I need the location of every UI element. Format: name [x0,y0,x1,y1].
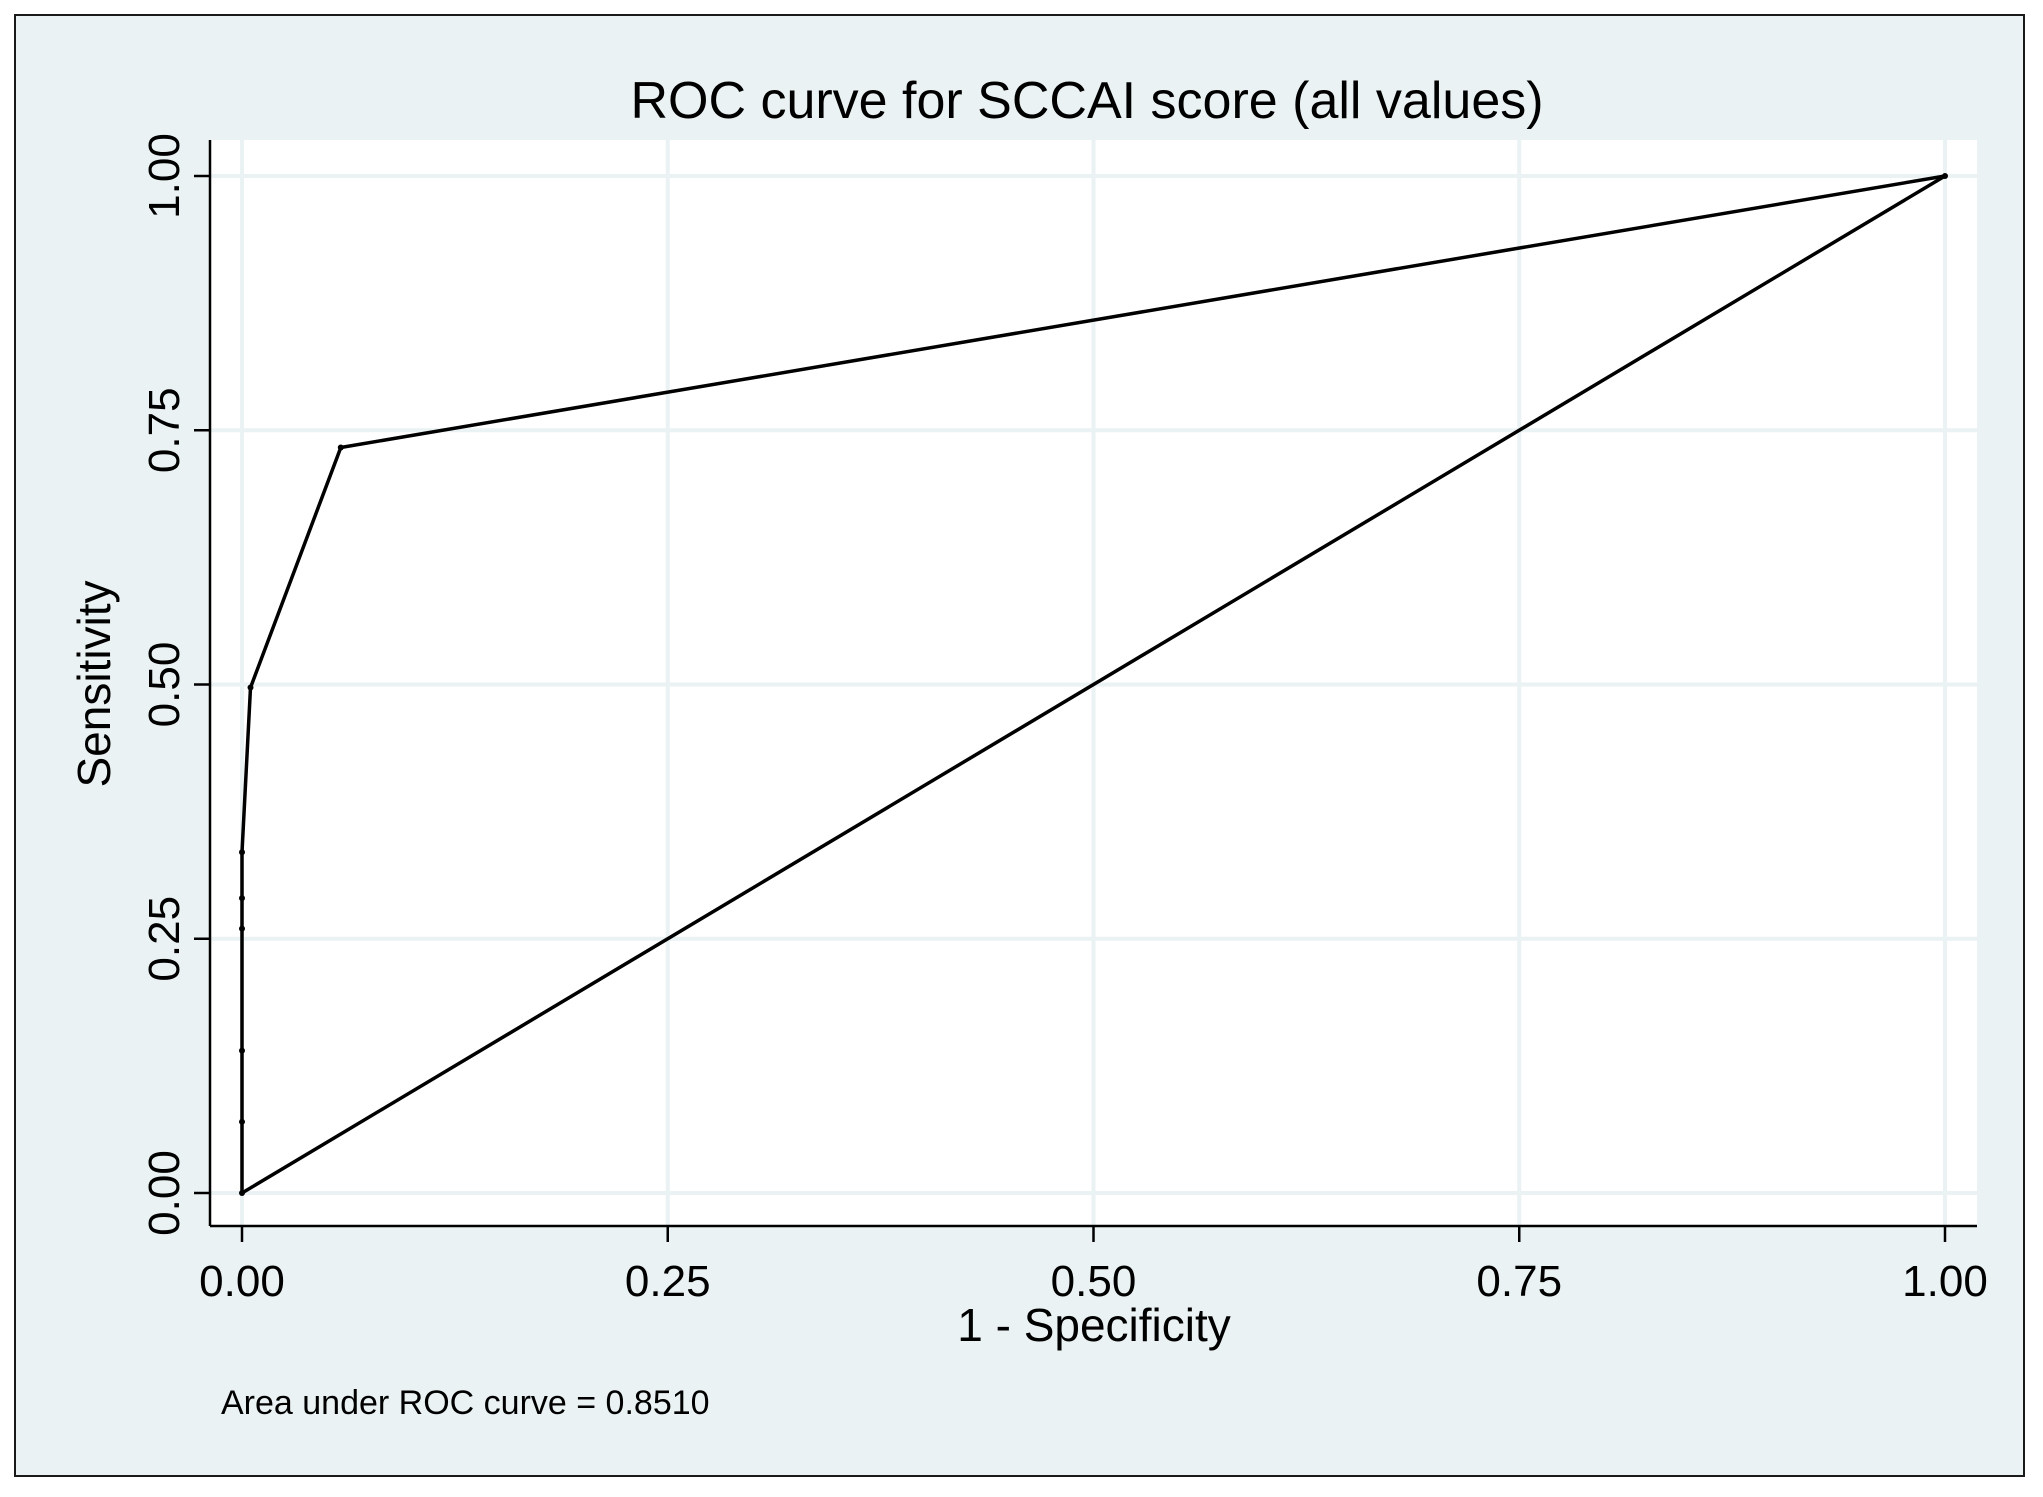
x-tick-label: 0.25 [625,1257,711,1306]
roc-curve-point [247,684,254,691]
roc-curve-point [239,925,245,932]
x-tick-label: 1.00 [1902,1257,1988,1306]
axes [194,140,1977,1242]
y-axis-label: Sensitivity [68,580,120,787]
roc-curve-point [239,895,245,902]
y-tick-label: 0.75 [140,387,189,473]
y-tick-label: 0.00 [140,1150,189,1236]
roc-chart: 0.00 0.25 0.50 0.75 1.00 0.00 0.25 0.50 0.75 1.00… [68,72,1988,1422]
series-layer [239,173,1948,1196]
x-axis-label: 1 - Specificity [957,1299,1231,1351]
tick-labels: 0.00 0.25 0.50 0.75 1.00 0.00 0.25 0.50 0.75 1.00 [140,133,1988,1306]
x-tick-label: 0.75 [1476,1257,1562,1306]
chart-title: ROC curve for SCCAI score (all values) [630,72,1543,130]
roc-curve-point [337,444,344,451]
roc-curve-point [239,849,245,856]
chart-figure: 0.00 0.25 0.50 0.75 1.00 0.00 0.25 0.50 0.75 1.00… [14,14,2025,1477]
roc-curve-point [239,1047,245,1054]
y-tick-label: 0.50 [140,642,189,728]
x-tick-label: 0.50 [1051,1257,1137,1306]
x-tick-label: 0.00 [199,1257,285,1306]
auc-annotation: Area under ROC curve = 0.8510 [221,1384,710,1422]
roc-curve-point [239,1118,245,1125]
y-tick-label: 0.25 [140,896,189,982]
reference-diagonal-line [240,174,1947,1195]
y-tick-label: 1.00 [140,133,189,219]
